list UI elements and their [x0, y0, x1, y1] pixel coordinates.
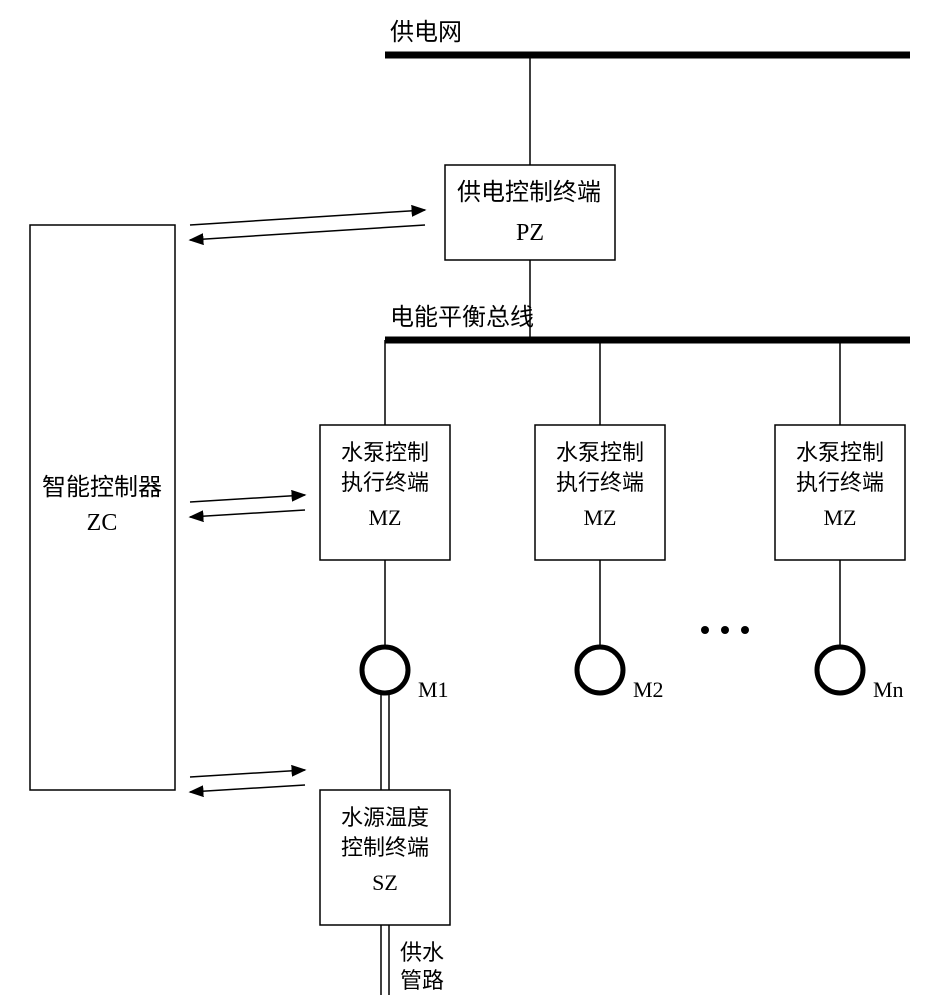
arrows-sz [190, 770, 305, 792]
mz2-l3: MZ [584, 505, 617, 530]
motor-m2 [577, 647, 623, 693]
mz2-l2: 执行终端 [556, 470, 644, 495]
mz3-l3: MZ [824, 505, 857, 530]
mz1-l3: MZ [369, 505, 402, 530]
arrows-mz [190, 495, 305, 517]
sz-l1: 水源温度 [341, 805, 429, 830]
arrows-pz [190, 210, 425, 240]
sz-l2: 控制终端 [341, 835, 429, 860]
balance-label: 电能平衡总线 [390, 304, 534, 331]
mz3-l2: 执行终端 [796, 470, 884, 495]
conn-m1-sz [381, 693, 389, 790]
grid-label: 供电网 [390, 19, 462, 46]
ellipsis [701, 626, 749, 634]
motor-mn [817, 647, 863, 693]
conn-sz-water [381, 925, 389, 995]
pz-l1: 供电控制终端 [457, 179, 601, 206]
water-l2: 管路 [400, 968, 444, 993]
pz-l2: PZ [516, 220, 544, 246]
controller-l1: 智能控制器 [42, 474, 162, 501]
mz1-l2: 执行终端 [341, 470, 429, 495]
m1-label: M1 [418, 677, 449, 702]
sz-l3: SZ [372, 870, 398, 895]
water-l1: 供水 [400, 940, 444, 965]
mz1-l1: 水泵控制 [341, 440, 429, 465]
controller-box [30, 225, 175, 790]
mz3-l1: 水泵控制 [796, 440, 884, 465]
controller-l2: ZC [87, 510, 118, 536]
m2-label: M2 [633, 677, 664, 702]
mz2-l1: 水泵控制 [556, 440, 644, 465]
mn-label: Mn [873, 677, 904, 702]
motor-m1 [362, 647, 408, 693]
